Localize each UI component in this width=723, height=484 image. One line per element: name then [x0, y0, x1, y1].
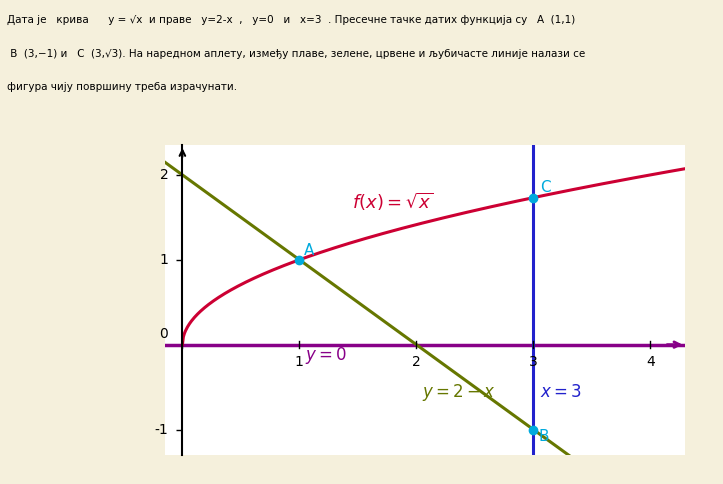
- Text: 3: 3: [529, 355, 538, 369]
- Text: $x = 3$: $x = 3$: [540, 383, 582, 401]
- Text: Дата је   крива      y = √x  и праве   y=2-x  ,   y=0   и   x=3  . Пресечне тачк: Дата је крива y = √x и праве y=2-x , y=0…: [7, 15, 576, 25]
- Text: A: A: [304, 242, 315, 257]
- Text: B  (3,−1) и   C  (3,√3). На наредном аплету, између плаве, зелене, црвене и љуби: B (3,−1) и C (3,√3). На наредном аплету,…: [7, 48, 586, 59]
- Text: $f(x) = \sqrt{x}$: $f(x) = \sqrt{x}$: [352, 191, 434, 213]
- Text: 2: 2: [412, 355, 421, 369]
- Text: 2: 2: [160, 168, 168, 182]
- Text: B: B: [538, 429, 549, 444]
- Text: 1: 1: [295, 355, 304, 369]
- Text: C: C: [540, 180, 551, 195]
- Text: 4: 4: [646, 355, 655, 369]
- Text: 0: 0: [160, 327, 168, 341]
- Text: $y = 2 - x$: $y = 2 - x$: [422, 382, 496, 403]
- Text: фигура чију површину треба израчунати.: фигура чију површину треба израчунати.: [7, 82, 237, 92]
- Text: $y = 0$: $y = 0$: [305, 345, 347, 366]
- Text: -1: -1: [155, 423, 168, 437]
- Text: 1: 1: [160, 253, 168, 267]
